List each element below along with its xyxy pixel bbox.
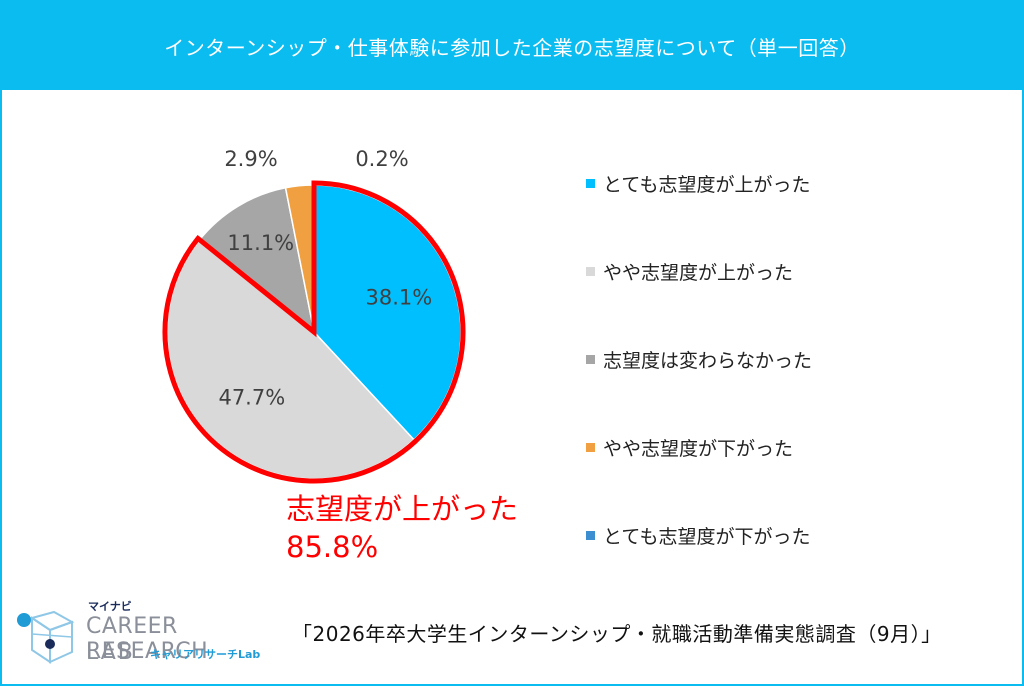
slice-data-label: 11.1% xyxy=(227,231,294,255)
slice-data-label: 47.7% xyxy=(218,386,285,410)
title-bar: インターンシップ・仕事体験に参加した企業の志望度について（単一回答） xyxy=(2,2,1022,90)
highlight-outline xyxy=(162,180,466,484)
slice-data-label: 38.1% xyxy=(365,286,432,310)
legend-label: とても志望度が上がった xyxy=(603,174,811,196)
logo-brand-top: マイナビ xyxy=(88,600,132,613)
source-note: 「2026年卒大学生インターンシップ・就職活動準備実態調査（9月）」 xyxy=(292,622,942,646)
chart-title: インターンシップ・仕事体験に参加した企業の志望度について（単一回答） xyxy=(164,35,860,60)
logo-brand-sub: キャリアリサーチLab xyxy=(150,648,261,661)
legend-swatch xyxy=(586,355,595,364)
callout-value: 85.8% xyxy=(286,530,379,564)
cube-logo-icon xyxy=(17,610,75,664)
legend-swatch xyxy=(586,267,595,276)
callout: 志望度が上がった 85.8% xyxy=(286,490,518,566)
legend-label: やや志望度が上がった xyxy=(603,262,794,284)
logo-brand-lab: LAB xyxy=(86,640,135,665)
career-research-lab-logo: マイナビ CAREER RESEARCH LAB キャリアリサーチLab xyxy=(10,598,280,672)
callout-label: 志望度が上がった xyxy=(286,492,519,526)
logo-brand-main: CAREER RESEARCH xyxy=(86,614,209,664)
legend-label: 志望度は変わらなかった xyxy=(603,350,813,372)
slice-data-label: 0.2% xyxy=(355,147,408,171)
legend-swatch xyxy=(586,531,595,540)
legend-swatch xyxy=(586,443,595,452)
legend-swatch xyxy=(586,179,595,188)
legend-item: とても志望度が上がった xyxy=(586,170,810,197)
legend-item: 志望度は変わらなかった xyxy=(586,346,812,373)
legend-item: やや志望度が上がった xyxy=(586,258,793,285)
pie-slice xyxy=(198,186,316,334)
legend-label: とても志望度が下がった xyxy=(603,526,811,548)
legend-label: やや志望度が下がった xyxy=(603,438,794,460)
legend-item: とても志望度が下がった xyxy=(586,522,810,549)
slice-data-label: 2.9% xyxy=(224,147,277,171)
legend-item: やや志望度が下がった xyxy=(586,434,793,461)
